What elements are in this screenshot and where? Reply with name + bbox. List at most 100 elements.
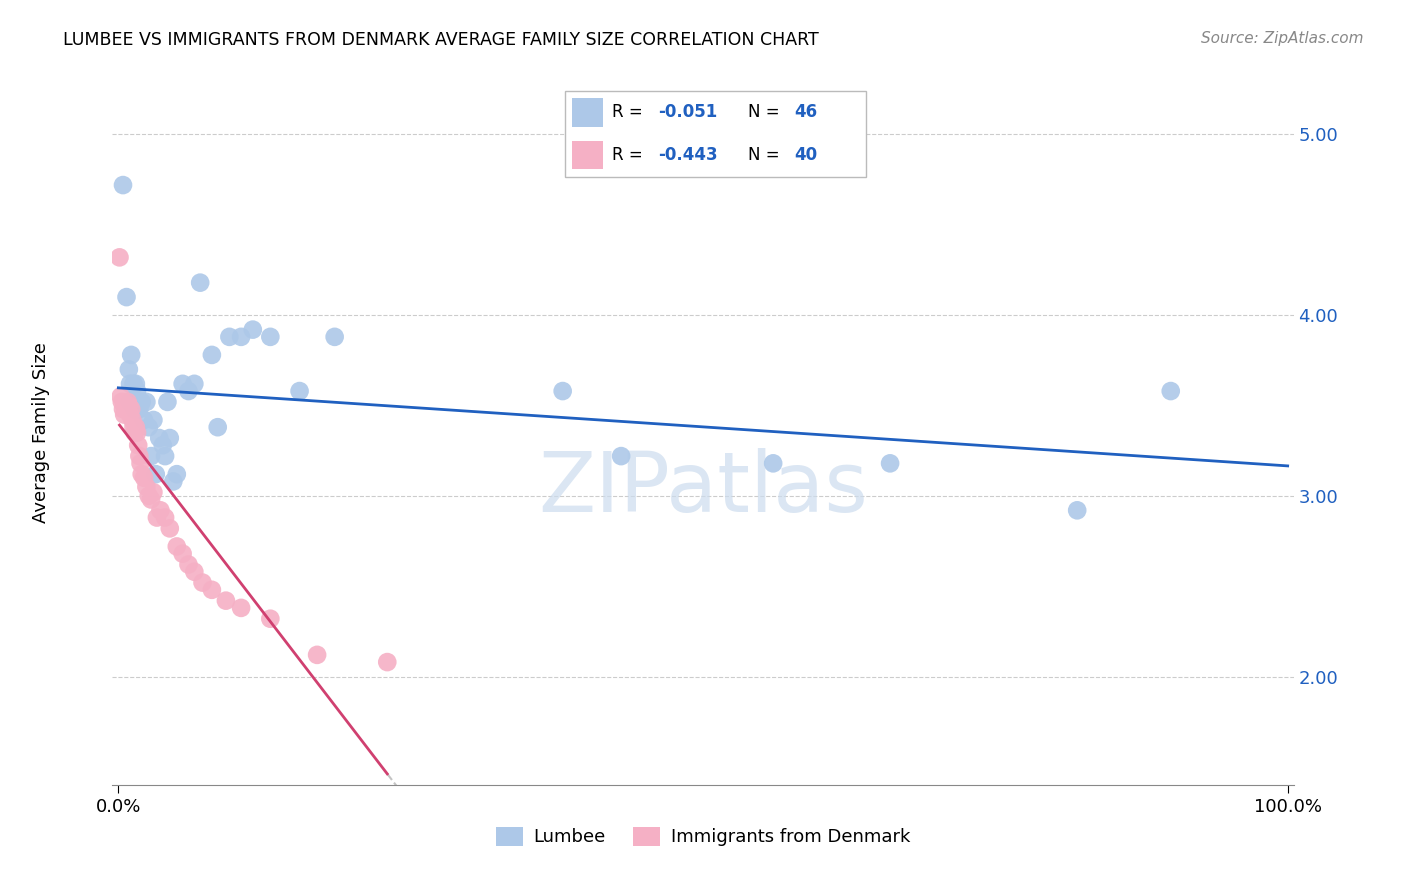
Point — [138, 489, 160, 503]
Text: LUMBEE VS IMMIGRANTS FROM DENMARK AVERAGE FAMILY SIZE CORRELATION CHART: LUMBEE VS IMMIGRANTS FROM DENMARK AVERAG… — [63, 31, 820, 49]
Point — [122, 376, 145, 391]
Point — [172, 547, 194, 561]
Point — [242, 323, 264, 337]
Point — [122, 420, 145, 434]
Point — [125, 376, 148, 391]
Point — [132, 413, 155, 427]
Point — [129, 395, 152, 409]
Text: Source: ZipAtlas.com: Source: ZipAtlas.com — [1201, 31, 1364, 46]
Point — [131, 467, 153, 482]
Point — [551, 384, 574, 398]
Point — [115, 402, 138, 417]
Point — [139, 449, 162, 463]
Point — [135, 395, 157, 409]
Text: R =: R = — [612, 103, 648, 121]
Point — [177, 384, 200, 398]
Point — [1066, 503, 1088, 517]
Point — [188, 276, 211, 290]
Point — [159, 431, 181, 445]
Text: -0.051: -0.051 — [658, 103, 717, 121]
Point — [166, 540, 188, 554]
Point — [218, 330, 240, 344]
Point — [139, 492, 162, 507]
Point — [207, 420, 229, 434]
Point — [125, 425, 148, 440]
Point — [131, 395, 153, 409]
Point — [115, 290, 138, 304]
Point — [323, 330, 346, 344]
Point — [111, 178, 134, 192]
Point — [201, 348, 224, 362]
Text: ZIPatlas: ZIPatlas — [538, 449, 868, 530]
Point — [125, 420, 148, 434]
Point — [229, 600, 252, 615]
Text: 40: 40 — [794, 146, 817, 164]
Point — [172, 376, 194, 391]
Point — [142, 413, 165, 427]
Point — [112, 408, 135, 422]
Point — [259, 330, 281, 344]
Point — [118, 408, 141, 422]
Point — [156, 395, 179, 409]
Point — [125, 384, 148, 398]
Point — [118, 395, 141, 409]
FancyBboxPatch shape — [565, 91, 866, 177]
Text: 46: 46 — [794, 103, 817, 121]
Point — [288, 384, 311, 398]
Point — [127, 395, 149, 409]
Point — [117, 395, 139, 409]
FancyBboxPatch shape — [572, 98, 603, 127]
Point — [111, 402, 134, 417]
Point — [153, 510, 176, 524]
Point — [118, 376, 141, 391]
Point — [120, 348, 142, 362]
Point — [118, 362, 141, 376]
Point — [762, 456, 785, 470]
Point — [149, 503, 172, 517]
Text: N =: N = — [748, 146, 785, 164]
Point — [132, 471, 155, 485]
Point — [152, 438, 174, 452]
Point — [138, 420, 160, 434]
Point — [191, 575, 214, 590]
Y-axis label: Average Family Size: Average Family Size — [32, 343, 51, 523]
Point — [110, 389, 132, 403]
Point — [127, 438, 149, 452]
Point — [148, 431, 170, 445]
FancyBboxPatch shape — [572, 141, 603, 169]
Point — [124, 425, 146, 440]
Point — [159, 521, 181, 535]
Point — [229, 330, 252, 344]
Point — [183, 565, 205, 579]
Point — [153, 449, 176, 463]
Point — [215, 593, 238, 607]
Point — [1160, 384, 1182, 398]
Point — [183, 376, 205, 391]
Point — [162, 475, 184, 489]
Point — [146, 510, 169, 524]
Point — [177, 558, 200, 572]
Text: N =: N = — [748, 103, 785, 121]
Text: -0.443: -0.443 — [658, 146, 718, 164]
Point — [114, 399, 136, 413]
Point — [128, 449, 150, 463]
Point — [121, 395, 143, 409]
Point — [120, 402, 142, 417]
Point — [375, 655, 398, 669]
Point — [135, 480, 157, 494]
Point — [128, 402, 150, 417]
Point — [201, 582, 224, 597]
Point — [166, 467, 188, 482]
Text: R =: R = — [612, 146, 648, 164]
Point — [118, 399, 141, 413]
Point — [111, 395, 134, 409]
Point — [142, 485, 165, 500]
Legend: Lumbee, Immigrants from Denmark: Lumbee, Immigrants from Denmark — [496, 827, 910, 847]
Point — [121, 413, 143, 427]
Point — [108, 251, 131, 265]
Point — [610, 449, 633, 463]
Point — [259, 612, 281, 626]
Point — [145, 467, 167, 482]
Point — [879, 456, 901, 470]
Point — [124, 402, 146, 417]
